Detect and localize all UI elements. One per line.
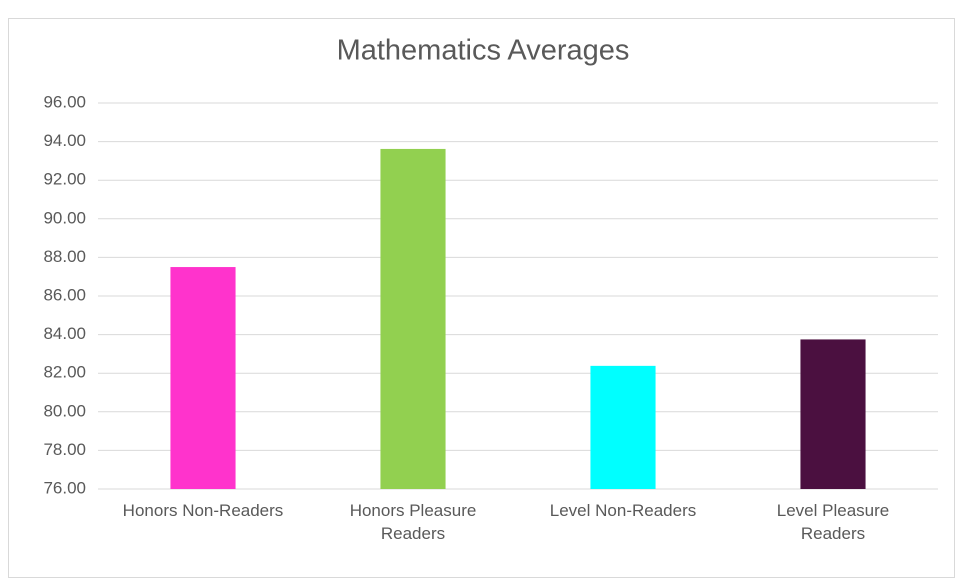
y-tick-label: 96.00 bbox=[43, 92, 86, 111]
chart-title: Mathematics Averages bbox=[337, 35, 630, 67]
y-tick-label: 94.00 bbox=[43, 131, 86, 150]
bar bbox=[800, 339, 866, 489]
y-tick-label: 86.00 bbox=[43, 285, 86, 304]
x-tick-label: Honors Non-Readers bbox=[122, 501, 284, 520]
y-tick-label: 90.00 bbox=[43, 208, 86, 227]
x-tick-label: Level Non-Readers bbox=[549, 501, 697, 520]
bar bbox=[170, 267, 236, 489]
chart-frame bbox=[8, 18, 955, 578]
y-tick-label: 76.00 bbox=[43, 478, 86, 497]
y-tick-label: 84.00 bbox=[43, 324, 86, 343]
bar bbox=[590, 365, 656, 489]
x-tick-label: Level Pleasure Readers bbox=[776, 501, 890, 543]
y-tick-label: 80.00 bbox=[43, 401, 86, 420]
y-tick-label: 88.00 bbox=[43, 247, 86, 266]
bar bbox=[380, 148, 446, 489]
y-tick-label: 92.00 bbox=[43, 170, 86, 189]
x-tick-label: Honors Pleasure Readers bbox=[349, 501, 477, 543]
y-tick-label: 82.00 bbox=[43, 363, 86, 382]
y-tick-label: 78.00 bbox=[43, 440, 86, 459]
